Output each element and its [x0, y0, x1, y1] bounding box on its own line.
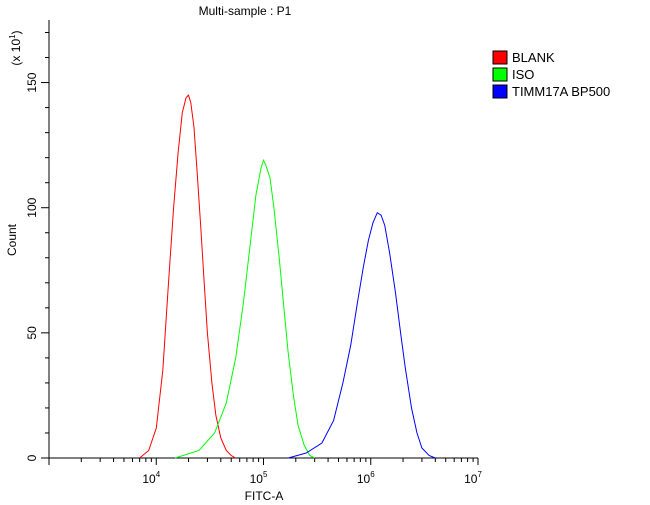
x-axis-label: FITC-A [245, 489, 284, 503]
legend-swatch-2 [492, 84, 508, 99]
legend-swatch-0 [492, 50, 508, 65]
series-line-1 [174, 158, 315, 459]
y-tick-label: 0 [25, 454, 39, 461]
legend-label-2: TIMM17A BP500 [512, 84, 610, 99]
legend-swatch-1 [492, 67, 508, 82]
plot-frame [48, 20, 478, 459]
series-group [139, 94, 436, 459]
y-tick-label: 150 [25, 72, 39, 92]
series-line-0 [139, 94, 236, 459]
x-axis-ticks: 104 105 106 107 [48, 458, 482, 486]
y-tick-label: 100 [25, 197, 39, 217]
legend-label-0: BLANK [512, 50, 555, 65]
x-tick-label: 104 [142, 470, 160, 486]
chart-title: Multi-sample : P1 [199, 4, 292, 18]
y-axis-label: Count [5, 223, 19, 256]
y-tick-label: 50 [25, 326, 39, 340]
x-tick-label: 107 [464, 470, 482, 486]
legend-label-1: ISO [512, 67, 534, 82]
series-line-2 [288, 211, 436, 459]
legend: BLANK ISO TIMM17A BP500 [492, 50, 610, 99]
y-axis-ticks: 0 50 100 150 [25, 32, 49, 461]
x-tick-label: 105 [250, 470, 268, 486]
x-tick-label: 106 [357, 470, 375, 486]
y-multiplier-label: (x 101) [8, 30, 23, 65]
